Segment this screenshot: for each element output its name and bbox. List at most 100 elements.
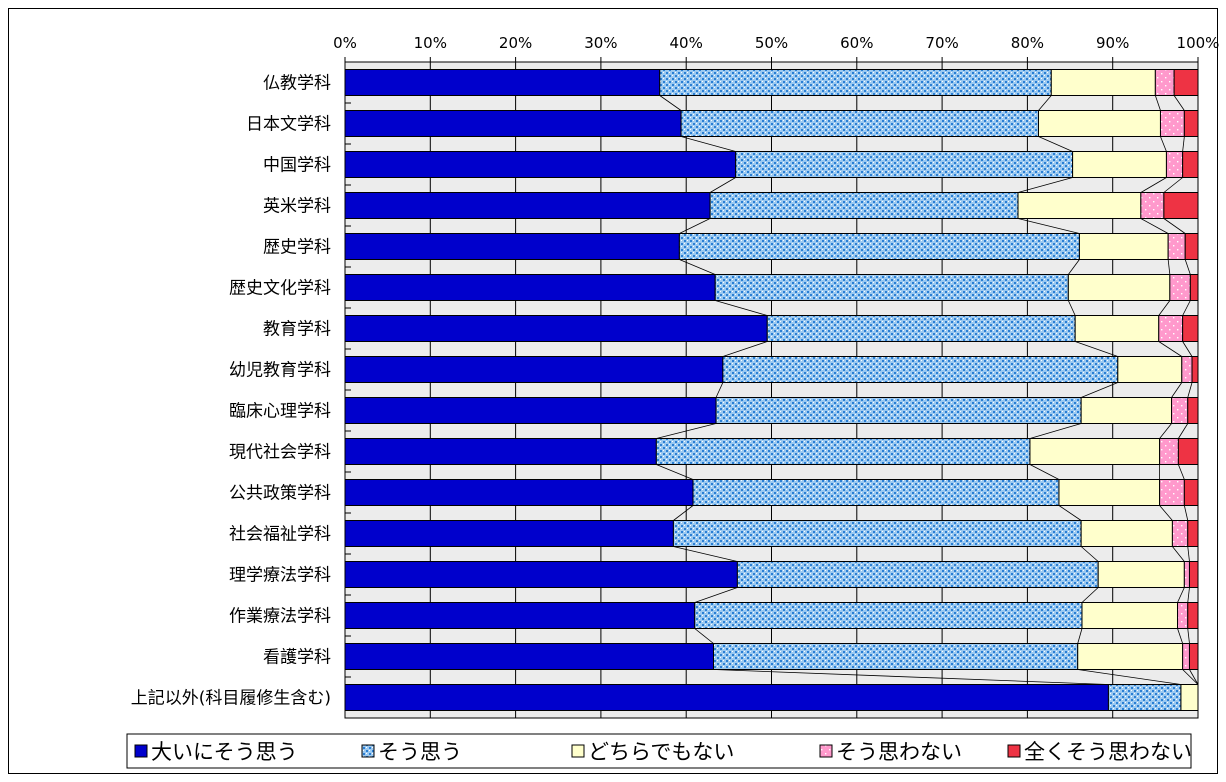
bar-segment <box>344 69 661 96</box>
series-connector <box>1163 177 1183 193</box>
series-connector <box>694 628 714 644</box>
bar-segment <box>1182 643 1190 670</box>
legend-swatch <box>819 744 833 758</box>
bar-segment <box>1182 151 1199 178</box>
bar-segment <box>1183 561 1190 588</box>
x-tick-label: 30% <box>584 34 617 52</box>
series-connector <box>673 505 694 521</box>
series-connector <box>694 587 738 603</box>
series-connector <box>1140 218 1169 234</box>
bar-segment <box>1117 356 1183 383</box>
bar-segment <box>344 602 696 629</box>
bar-segment <box>1050 69 1156 96</box>
bar-segment <box>1159 438 1179 465</box>
bar-segment <box>692 479 1060 506</box>
category-label: 公共政策学科 <box>229 484 331 504</box>
legend-label: 全くそう思わない <box>1024 740 1192 764</box>
series-connector <box>1182 669 1199 685</box>
legend-label: 大いにそう思う <box>151 740 298 764</box>
series-connector <box>656 423 717 439</box>
bar-segment <box>1167 233 1186 260</box>
category-label: 作業療法学科 <box>229 607 331 627</box>
bar-segment <box>1187 602 1199 629</box>
bar-segment <box>712 643 1079 670</box>
x-tick-label: 50% <box>755 34 788 52</box>
bar-segment <box>344 643 714 670</box>
bar-segment <box>344 356 724 383</box>
legend-swatch <box>361 744 375 758</box>
x-tick-label: 90% <box>1096 34 1129 52</box>
category-label: 社会福祉学科 <box>229 525 331 545</box>
bar-segment <box>344 151 737 178</box>
bar-segment <box>1183 110 1199 137</box>
x-tick-label: 70% <box>925 34 958 52</box>
category-labels: 仏教学科日本文学科中国学科英米学科歴史学科歴史文化学科教育学科幼児教育学科臨床心… <box>131 74 331 709</box>
bar-segment <box>1077 643 1184 670</box>
series-connector <box>1171 382 1183 398</box>
legend-label: そう思う <box>378 740 462 764</box>
series-connector <box>1167 259 1171 275</box>
bar-segment <box>1177 438 1199 465</box>
bar-segment <box>715 397 1082 424</box>
series-connector <box>715 300 768 316</box>
x-tick-label: 60% <box>840 34 873 52</box>
series-lines <box>656 95 1199 685</box>
series-connector <box>1038 95 1052 111</box>
series-connector <box>1077 628 1083 644</box>
bar-segment <box>1187 397 1199 424</box>
series-connector <box>1158 341 1183 357</box>
series-connector <box>1184 259 1191 275</box>
series-connector <box>1159 423 1172 439</box>
category-label: 歴史学科 <box>263 238 331 258</box>
series-connector <box>1017 177 1073 193</box>
bar-segment <box>1081 602 1179 629</box>
series-connector <box>1178 423 1189 439</box>
series-connector <box>1029 423 1082 439</box>
series-connector <box>1038 136 1073 152</box>
bar-segment <box>1187 520 1199 547</box>
bar-segment <box>672 520 1082 547</box>
series-connector <box>713 669 1109 685</box>
bar-segment <box>1107 684 1182 711</box>
series-connector <box>1080 546 1099 562</box>
bar-segment <box>1165 151 1184 178</box>
bar-segment <box>680 110 1039 137</box>
series-connector <box>1187 546 1190 562</box>
bar-segment <box>1191 356 1199 383</box>
bar-segment <box>1080 520 1173 547</box>
bar-segment <box>735 151 1074 178</box>
series-connector <box>656 464 694 480</box>
bar-segment <box>344 192 711 219</box>
series-connector <box>1075 341 1118 357</box>
x-tick-label: 20% <box>499 34 532 52</box>
category-label: 歴史文化学科 <box>229 279 331 299</box>
series-connector <box>1172 546 1185 562</box>
series-connector <box>1067 300 1076 316</box>
bar-segment <box>344 233 680 260</box>
bar-segment <box>709 192 1019 219</box>
bar-segment <box>1163 192 1199 219</box>
series-connector <box>1154 95 1161 111</box>
bar-segment <box>655 438 1031 465</box>
series-connector <box>1177 587 1185 603</box>
bar-segment <box>1159 110 1185 137</box>
bar-segment <box>1154 69 1175 96</box>
category-label: 教育学科 <box>263 320 331 340</box>
category-label: 現代社会学科 <box>229 443 331 463</box>
legend-swatch <box>571 744 585 758</box>
category-label: 理学療法学科 <box>229 566 331 586</box>
series-connector <box>1140 177 1167 193</box>
category-label: 日本文学科 <box>246 115 331 135</box>
bar-segment <box>1078 233 1169 260</box>
bar-segment <box>1180 684 1199 711</box>
series-connector <box>679 218 711 234</box>
bar-segment <box>1037 110 1161 137</box>
bar-segment <box>766 315 1076 342</box>
bar-segment <box>736 561 1099 588</box>
category-label: 中国学科 <box>263 156 331 176</box>
bar-segment <box>1189 274 1199 301</box>
series-connector <box>1080 382 1118 398</box>
bar-segment <box>1173 69 1199 96</box>
series-connector <box>1160 136 1167 152</box>
x-tick-label: 10% <box>414 34 447 52</box>
